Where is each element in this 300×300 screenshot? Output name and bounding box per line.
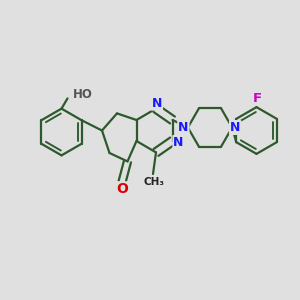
Text: HO: HO [73,88,93,101]
Text: N: N [230,121,240,134]
Text: N: N [152,97,162,110]
Text: N: N [178,121,188,134]
Text: CH₃: CH₃ [144,177,165,188]
Text: F: F [253,92,262,105]
Text: N: N [173,136,184,149]
Text: O: O [116,182,128,196]
